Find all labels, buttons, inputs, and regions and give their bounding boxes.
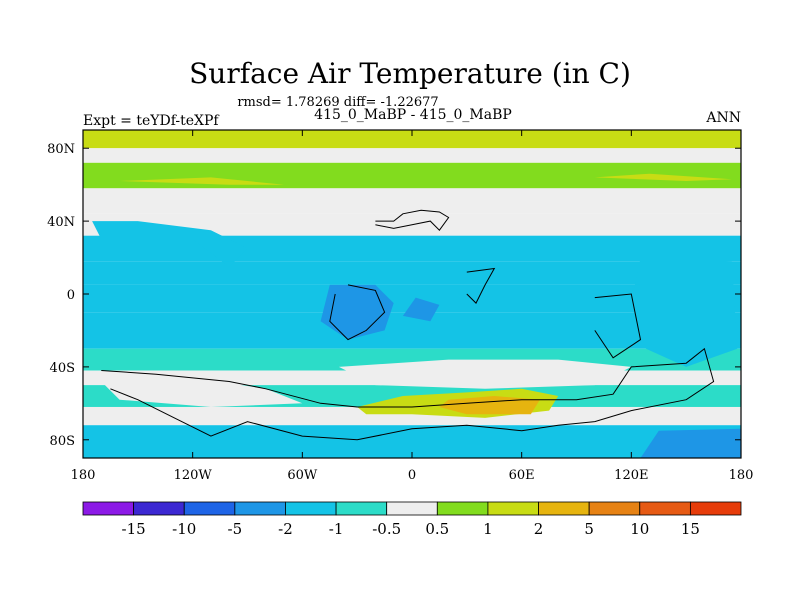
coastline-4 — [101, 347, 715, 441]
colorbar-swatch-9 — [538, 501, 590, 516]
y-axis: 80N 40N 0 40S 80S — [47, 142, 741, 449]
x-tick-label-3: 0 — [408, 468, 416, 483]
y-tick-label-1: 40N — [47, 215, 75, 230]
colorbar-label-10: 10 — [630, 520, 649, 538]
colorbar-label-11: 15 — [681, 520, 700, 538]
region-north-warm-strip — [119, 177, 285, 185]
colorbar-swatch-1 — [133, 501, 185, 516]
period-label: 415_0_MaBP - 415_0_MaBP — [314, 107, 512, 123]
colorbar-swatch-11 — [639, 501, 691, 516]
region-south-atlantic-cold — [320, 284, 394, 340]
colorbar-swatch-0 — [82, 501, 135, 516]
zonal-band-0 — [83, 130, 741, 149]
colorbar-label-7: 1 — [483, 520, 493, 538]
colorbar-swatch-6 — [386, 501, 438, 516]
zonal-band-12 — [83, 406, 741, 426]
y-tick-label-2: 0 — [67, 288, 75, 303]
chart-subtitle: rmsd= 1.78269 diff= -1.22677 — [237, 95, 438, 110]
colorbar-swatch-8 — [487, 501, 539, 516]
x-tick-label-2: 60W — [287, 468, 318, 483]
colorbar-swatch-12 — [689, 501, 742, 516]
coastline-3 — [594, 293, 642, 359]
region-central-cold — [402, 297, 440, 322]
chart-title: Surface Air Temperature (in C) — [189, 57, 631, 90]
colorbar-swatch-5 — [335, 501, 388, 516]
x-tick-label-1: 120W — [174, 468, 213, 483]
colorbar-label-8: 2 — [534, 520, 544, 538]
region-neutral-south-2 — [338, 359, 632, 389]
colorbar-label-9: 5 — [584, 520, 594, 538]
zonal-band-5 — [83, 235, 741, 262]
colorbar-swatch-10 — [588, 501, 641, 516]
map-panel — [83, 130, 741, 458]
zonal-band-8 — [83, 312, 741, 349]
colorbar: -15 -10 -5 -2 -1 -0.5 0.5 1 2 5 10 15 — [82, 501, 742, 538]
x-tick-label-0: 180 — [71, 468, 96, 483]
region-southeast-blue — [640, 428, 741, 458]
colorbar-swatch-4 — [285, 501, 337, 516]
colorbar-swatch-2 — [183, 501, 236, 516]
experiment-label: Expt = teYDf-teXPf — [83, 113, 220, 129]
colorbar-swatch-3 — [234, 501, 286, 516]
y-tick-label-3: 40S — [50, 361, 75, 376]
y-tick-label-4: 80S — [50, 434, 75, 449]
x-tick-label-5: 120E — [614, 468, 648, 483]
colorbar-label-1: -10 — [172, 520, 196, 538]
season-label: ANN — [705, 110, 741, 126]
x-tick-label-6: 180 — [729, 468, 754, 483]
x-tick-label-4: 60E — [509, 468, 535, 483]
region-east-pacific-blue — [631, 257, 738, 367]
colorbar-label-2: -5 — [228, 520, 243, 538]
colorbar-label-5: -0.5 — [372, 520, 401, 538]
coastline-2 — [466, 267, 496, 304]
zonal-band-1 — [83, 148, 741, 163]
x-axis: 180 120W 60W 0 60E 120E 180 — [71, 130, 754, 483]
colorbar-label-4: -1 — [329, 520, 344, 538]
coastline-1 — [329, 284, 386, 341]
colorbar-label-6: 0.5 — [425, 520, 449, 538]
colorbar-label-0: -15 — [122, 520, 146, 538]
region-neutral-south — [101, 377, 303, 407]
coastline-0 — [375, 209, 450, 231]
colorbar-swatch-7 — [436, 501, 489, 516]
region-north-warm-strip-2 — [594, 173, 732, 181]
zonal-band-6 — [83, 261, 741, 285]
region-north-america-cold — [92, 221, 248, 267]
y-tick-label-0: 80N — [47, 142, 75, 157]
zonal-band-3 — [83, 188, 741, 214]
colorbar-label-3: -2 — [278, 520, 293, 538]
